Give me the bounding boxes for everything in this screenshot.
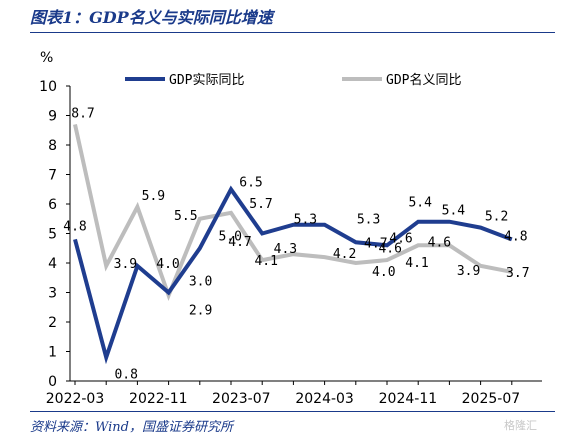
y-tick-label: 10 (39, 79, 57, 95)
chart-axes: % 0 1 2 3 4 5 6 7 8 9 10 2022-03 2022-11 2023-07 2024-0… (39, 50, 542, 407)
series-line-nominal-gdp (73, 123, 513, 302)
y-tick-label: 5 (48, 227, 57, 243)
y-tick-label: 2 (48, 315, 57, 331)
y-tick-label: 4 (48, 256, 57, 272)
data-label: 4.6 (428, 235, 451, 250)
y-tick-label: 9 (48, 109, 57, 125)
x-tick-label: 2023-07 (212, 391, 271, 407)
data-label: 5.5 (174, 209, 197, 224)
data-label: 5.4 (408, 196, 432, 211)
x-tick-label: 2022-03 (46, 391, 105, 407)
figure-title: 图表1：GDP名义与实际同比增速 (30, 8, 273, 27)
data-label: 4.8 (504, 229, 527, 244)
chart-legend: GDP实际同比 GDP名义同比 (125, 72, 461, 88)
data-label: 5.7 (249, 197, 272, 212)
series-line-real-gdp (73, 185, 513, 365)
data-label: 4.6 (389, 231, 412, 246)
data-label: 5.4 (442, 204, 466, 219)
source-note: 资料来源：Wind，国盛证券研究所 (30, 420, 233, 435)
y-tick-label: 3 (48, 286, 57, 302)
data-label: 0.8 (114, 367, 137, 382)
x-tick-label: 2022-11 (129, 391, 188, 407)
data-label: 6.5 (239, 175, 262, 190)
data-label: 5.3 (357, 213, 380, 228)
title-rule (30, 32, 555, 33)
data-label: 4.1 (405, 256, 428, 271)
data-label: 4.1 (254, 254, 277, 269)
data-label: 4.6 (378, 241, 401, 256)
data-label: 5.9 (142, 189, 165, 204)
data-label: 5.0 (218, 230, 241, 245)
data-label: 4.0 (372, 265, 395, 280)
chart-series (73, 123, 513, 365)
data-label: 2.9 (189, 303, 212, 318)
data-label: 4.3 (274, 242, 297, 257)
legend-label-real-gdp: GDP实际同比 (169, 73, 244, 88)
y-tick-label: 7 (48, 168, 57, 184)
data-label: 4.7 (364, 236, 387, 251)
data-label: 4.2 (333, 247, 356, 262)
y-axis-unit: % (40, 50, 53, 66)
x-tick-label: 2024-03 (295, 391, 354, 407)
y-tick-label: 6 (48, 197, 57, 213)
y-tick-label: 1 (48, 345, 57, 361)
y-tick-label: 0 (48, 374, 57, 390)
data-label: 3.0 (189, 275, 212, 290)
data-label: 4.8 (63, 219, 86, 234)
data-label: 5.2 (485, 210, 508, 225)
data-label: 3.7 (506, 266, 529, 281)
data-label: 8.7 (71, 106, 94, 121)
legend-label-nominal-gdp: GDP名义同比 (386, 72, 461, 88)
watermark-logo: 格隆汇 (504, 419, 537, 432)
x-tick-label: 2024-11 (379, 391, 438, 407)
x-tick-label: 2025-07 (462, 391, 521, 407)
chart-data-labels: 4.80.83.93.06.55.05.3 5.34.7 4.65.45.4 5.24… (63, 106, 529, 382)
source-rule (30, 411, 555, 412)
data-label: 3.9 (457, 264, 480, 279)
data-label: 5.3 (294, 213, 317, 228)
data-label: 4.7 (228, 235, 251, 250)
data-label: 3.9 (114, 257, 137, 272)
data-label: 4.0 (156, 257, 179, 272)
y-tick-label: 8 (48, 138, 57, 154)
